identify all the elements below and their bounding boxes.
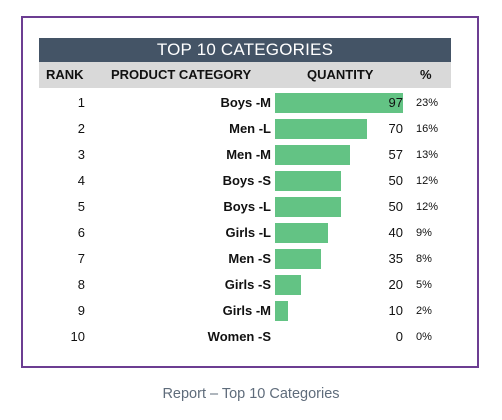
quantity-value: 97: [388, 95, 403, 110]
percent-value: 0%: [416, 331, 432, 343]
category-label: Girls -S: [224, 277, 271, 292]
table-row: 5 Boys -L 50 12%: [39, 194, 451, 220]
percent-value: 5%: [416, 279, 432, 291]
percent-value: 12%: [416, 175, 439, 187]
quantity-value: 57: [388, 147, 403, 162]
category-label: Men -S: [228, 251, 271, 266]
quantity-bar: [275, 301, 288, 321]
rank-column-header: RANK: [46, 67, 84, 82]
table-row: 4 Boys -S 50 12%: [39, 168, 451, 194]
bar-track: [275, 298, 405, 324]
quantity-value: 70: [388, 121, 403, 136]
table-row: 3 Men -M 57 13%: [39, 142, 451, 168]
quantity-value: 20: [388, 277, 403, 292]
category-label: Girls -M: [222, 303, 271, 318]
rank-cell: 2: [77, 121, 85, 136]
quantity-bar: [275, 145, 350, 165]
category-label: Boys -M: [220, 95, 271, 110]
quantity-bar: [275, 249, 321, 269]
rank-cell: 5: [77, 199, 85, 214]
percent-value: 2%: [416, 305, 432, 317]
bar-track: [275, 116, 405, 142]
quantity-bar: [275, 171, 341, 191]
bar-track: [275, 194, 405, 220]
bar-track: [275, 272, 405, 298]
percent-value: 8%: [416, 253, 432, 265]
percent-value: 23%: [416, 97, 439, 109]
rank-cell: 7: [77, 251, 85, 266]
percent-value: 16%: [416, 123, 439, 135]
category-label: Women -S: [207, 329, 271, 344]
quantity-value: 50: [388, 199, 403, 214]
category-label: Men -L: [229, 121, 271, 136]
rank-cell: 10: [70, 329, 85, 344]
bar-track: [275, 168, 405, 194]
category-label: Men -M: [226, 147, 271, 162]
table-body: 1 Boys -M 97 23% 2 Men -L 70 16% 3 Men -M 57 13% 4 Bo…: [39, 90, 451, 350]
table-row: 6 Girls -L 40 9%: [39, 220, 451, 246]
rank-cell: 6: [77, 225, 85, 240]
table-row: 7 Men -S 35 8%: [39, 246, 451, 272]
quantity-column-header: QUANTITY: [307, 67, 374, 82]
percent-value: 12%: [416, 201, 439, 213]
quantity-value: 10: [388, 303, 403, 318]
report-frame: TOP 10 CATEGORIES RANK PRODUCT CATEGORY …: [21, 16, 479, 368]
rank-cell: 3: [77, 147, 85, 162]
quantity-bar: [275, 119, 367, 139]
quantity-value: 35: [388, 251, 403, 266]
quantity-value: 40: [388, 225, 403, 240]
percent-value: 9%: [416, 227, 432, 239]
quantity-bar: [275, 93, 403, 113]
category-label: Boys -L: [223, 199, 271, 214]
percent-value: 13%: [416, 149, 439, 161]
quantity-bar: [275, 275, 301, 295]
table-row: 10 Women -S 0 0%: [39, 324, 451, 350]
bar-track: [275, 142, 405, 168]
quantity-value: 0: [395, 329, 403, 344]
table-row: 2 Men -L 70 16%: [39, 116, 451, 142]
bar-track: [275, 246, 405, 272]
chart-title: TOP 10 CATEGORIES: [39, 38, 451, 62]
rank-cell: 4: [77, 173, 85, 188]
quantity-bar: [275, 197, 341, 217]
rank-cell: 1: [77, 95, 85, 110]
rank-cell: 9: [77, 303, 85, 318]
table-row: 9 Girls -M 10 2%: [39, 298, 451, 324]
category-column-header: PRODUCT CATEGORY: [111, 67, 252, 82]
table-row: 1 Boys -M 97 23%: [39, 90, 451, 116]
category-label: Boys -S: [222, 173, 271, 188]
figure-caption: Report – Top 10 Categories: [162, 386, 340, 402]
quantity-bar: [275, 223, 328, 243]
bar-track: [275, 220, 405, 246]
rank-cell: 8: [77, 277, 85, 292]
percent-column-header: %: [420, 67, 432, 82]
bar-track: [275, 90, 405, 116]
quantity-value: 50: [388, 173, 403, 188]
table-row: 8 Girls -S 20 5%: [39, 272, 451, 298]
category-label: Girls -L: [225, 225, 271, 240]
table-header: RANK PRODUCT CATEGORY QUANTITY %: [39, 62, 451, 88]
